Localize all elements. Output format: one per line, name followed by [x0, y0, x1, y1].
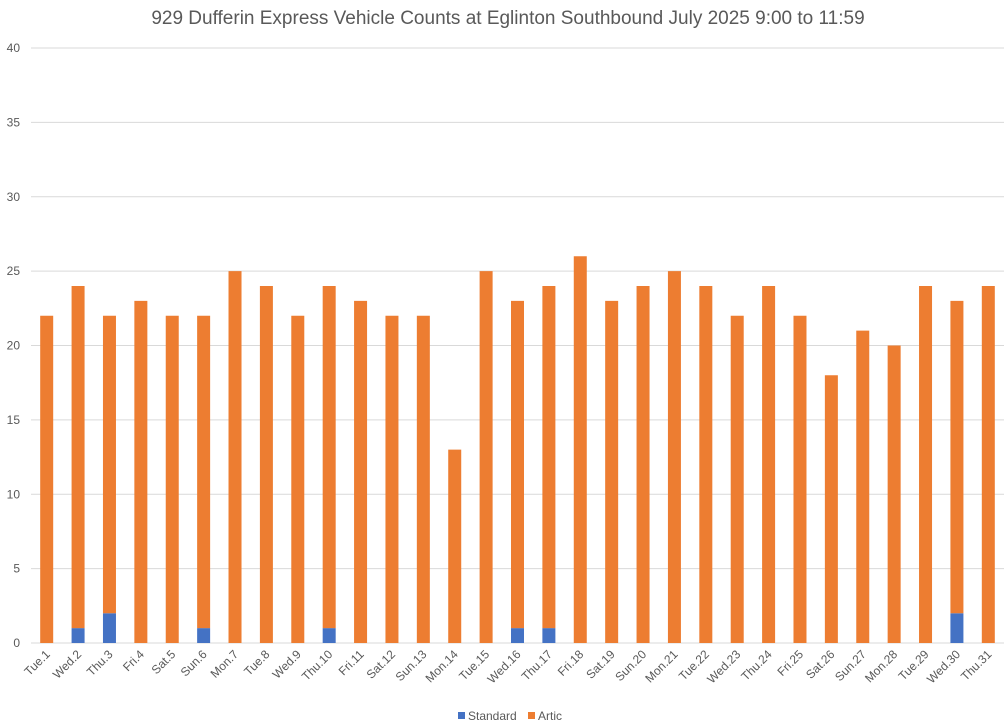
legend-label-standard: Standard	[468, 709, 517, 723]
bar-artic-31	[981, 286, 995, 643]
bar-artic-9	[291, 315, 305, 643]
x-tick-label: Mon.28	[862, 647, 900, 685]
y-tick-label: 25	[7, 264, 21, 278]
x-tick-label: Fri.4	[120, 647, 147, 674]
bar-standard-17	[542, 628, 556, 643]
bar-artic-25	[793, 315, 807, 643]
y-tick-label: 35	[7, 115, 21, 129]
bar-artic-1	[40, 315, 54, 643]
chart-title: 929 Dufferin Express Vehicle Counts at E…	[151, 8, 864, 29]
bar-artic-18	[573, 256, 587, 643]
x-tick-label: Thu.31	[958, 647, 995, 684]
bar-artic-17	[542, 286, 556, 629]
bar-standard-10	[322, 628, 336, 643]
bar-artic-4	[134, 300, 148, 643]
x-tick-label: Tue.8	[241, 647, 273, 679]
bar-artic-28	[887, 345, 901, 643]
bar-artic-6	[197, 315, 211, 629]
bar-artic-24	[762, 286, 776, 643]
bar-artic-10	[322, 286, 336, 629]
y-tick-label: 0	[13, 636, 20, 650]
bar-artic-30	[950, 300, 964, 614]
bar-standard-3	[102, 613, 116, 643]
bar-artic-15	[479, 271, 493, 643]
bar-standard-6	[197, 628, 211, 643]
x-tick-label: Sun.20	[612, 647, 649, 684]
bar-artic-26	[824, 375, 838, 643]
legend-label-artic: Artic	[538, 709, 562, 723]
bar-artic-12	[385, 315, 399, 643]
x-tick-label: Thu.10	[299, 647, 336, 684]
bar-artic-14	[448, 449, 462, 643]
bar-artic-21	[667, 271, 681, 643]
x-tick-label: Fri.18	[555, 647, 587, 679]
bar-artic-11	[354, 300, 368, 643]
x-tick-label: Wed.2	[50, 647, 85, 682]
bar-artic-20	[636, 286, 650, 643]
legend-swatch-standard	[458, 712, 465, 719]
x-tick-label: Thu.24	[738, 647, 775, 684]
bar-artic-8	[259, 286, 273, 643]
x-tick-label: Wed.9	[270, 647, 305, 682]
x-tick-label: Tue.1	[22, 647, 54, 679]
bar-artic-22	[699, 286, 713, 643]
bar-artic-2	[71, 286, 85, 629]
y-tick-label: 20	[7, 339, 21, 353]
x-tick-label: Sun.6	[178, 647, 210, 679]
bar-artic-23	[730, 315, 744, 643]
x-tick-label: Sat.26	[803, 647, 838, 682]
x-tick-label: Sat.19	[583, 647, 618, 682]
y-tick-label: 40	[7, 41, 21, 55]
x-tick-label: Sat.12	[364, 647, 399, 682]
x-tick-label: Sun.13	[393, 647, 430, 684]
bar-artic-7	[228, 271, 242, 643]
y-tick-label: 5	[13, 562, 20, 576]
x-tick-label: Sat.5	[149, 647, 179, 677]
bars	[40, 256, 995, 643]
y-axis-ticks: 0 5 10 15 20 25 30 35 40	[7, 41, 21, 650]
bar-artic-5	[165, 315, 179, 643]
bar-standard-16	[511, 628, 524, 643]
x-tick-label: Fri.11	[336, 647, 367, 678]
bar-standard-30	[950, 613, 964, 643]
bar-standard-2	[71, 628, 85, 643]
bar-artic-3	[102, 315, 116, 614]
bar-artic-13	[416, 315, 430, 643]
x-tick-label: Thu.3	[84, 647, 116, 679]
bar-artic-27	[856, 330, 870, 643]
x-tick-label: Wed.23	[704, 647, 743, 686]
x-tick-label: Thu.17	[519, 647, 556, 684]
x-tick-label: Mon.21	[642, 647, 680, 685]
bar-artic-16	[511, 300, 524, 629]
x-tick-label: Mon.14	[423, 647, 461, 685]
x-tick-label: Fri.25	[775, 647, 807, 679]
x-tick-label: Wed.30	[924, 647, 963, 686]
legend-swatch-artic	[528, 712, 535, 719]
x-tick-label: Sun.27	[832, 647, 869, 684]
bar-artic-19	[605, 300, 619, 643]
y-tick-label: 30	[7, 190, 21, 204]
legend: Standard Artic	[458, 709, 562, 723]
y-tick-label: 10	[7, 487, 21, 501]
x-tick-label: Mon.7	[208, 647, 242, 681]
y-tick-label: 15	[7, 413, 21, 427]
bar-artic-29	[919, 286, 933, 643]
x-tick-label: Wed.16	[485, 647, 524, 686]
